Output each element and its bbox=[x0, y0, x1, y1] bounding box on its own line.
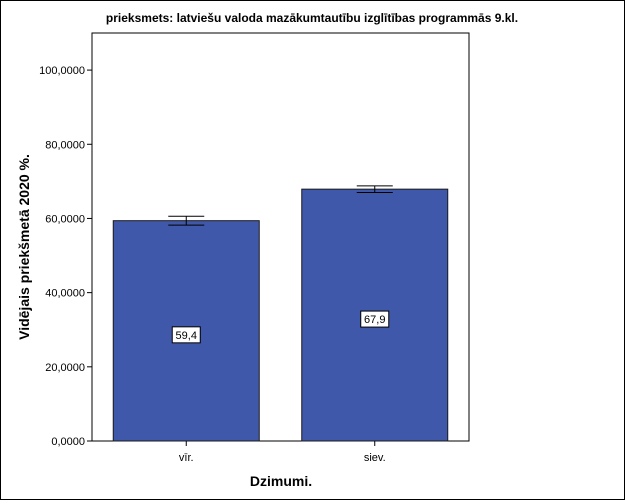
y-tick-label: 100,0000 bbox=[39, 65, 85, 77]
data-label-box bbox=[360, 310, 390, 328]
y-tick-label: 40,0000 bbox=[45, 288, 85, 300]
plot-area: 0,0000 20,0000 40,0000 60,0000 80,0000 100,00… bbox=[39, 32, 470, 464]
y-axis-label: Vidējais priekšmetā 2020 %. bbox=[16, 154, 32, 340]
data-label-box bbox=[171, 326, 201, 344]
y-tick-label: 20,0000 bbox=[45, 362, 85, 374]
x-tick-label: vīr. bbox=[179, 452, 194, 464]
y-tick-label: 0,0000 bbox=[51, 436, 85, 448]
chart-title: prieksmets: latviešu valoda mazākumtautī… bbox=[106, 11, 518, 25]
y-tick-label: 80,0000 bbox=[45, 139, 85, 151]
y-tick-label: 60,0000 bbox=[45, 213, 85, 225]
data-label: 67,9 bbox=[364, 314, 385, 326]
data-label: 59,4 bbox=[176, 330, 197, 342]
x-tick-label: siev. bbox=[364, 452, 386, 464]
x-axis-label: Dzimumi. bbox=[250, 473, 312, 489]
